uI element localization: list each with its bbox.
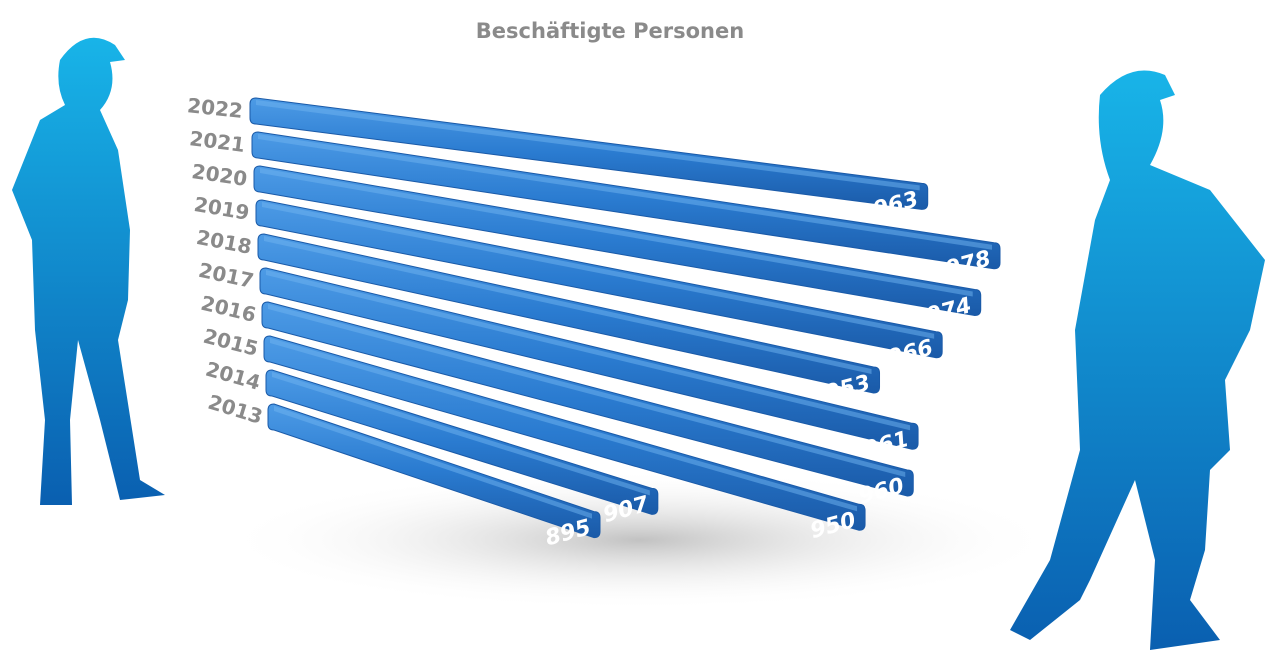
year-label: 2013 xyxy=(205,390,265,429)
year-label: 2020 xyxy=(190,159,249,191)
year-label: 2022 xyxy=(186,93,244,123)
chart: Beschäftigte Personen 202296320219782020… xyxy=(0,0,1284,661)
year-label: 2021 xyxy=(188,126,246,157)
year-label: 2017 xyxy=(197,258,256,293)
worker-left xyxy=(12,38,165,505)
year-label: 2015 xyxy=(201,324,261,361)
year-label: 2018 xyxy=(194,225,253,259)
bar-highlight xyxy=(256,100,920,190)
subtitle: Beschäftigte Personen xyxy=(476,19,744,43)
worker-right xyxy=(1010,71,1265,651)
year-label: 2016 xyxy=(199,291,259,327)
year-label: 2019 xyxy=(192,192,251,225)
